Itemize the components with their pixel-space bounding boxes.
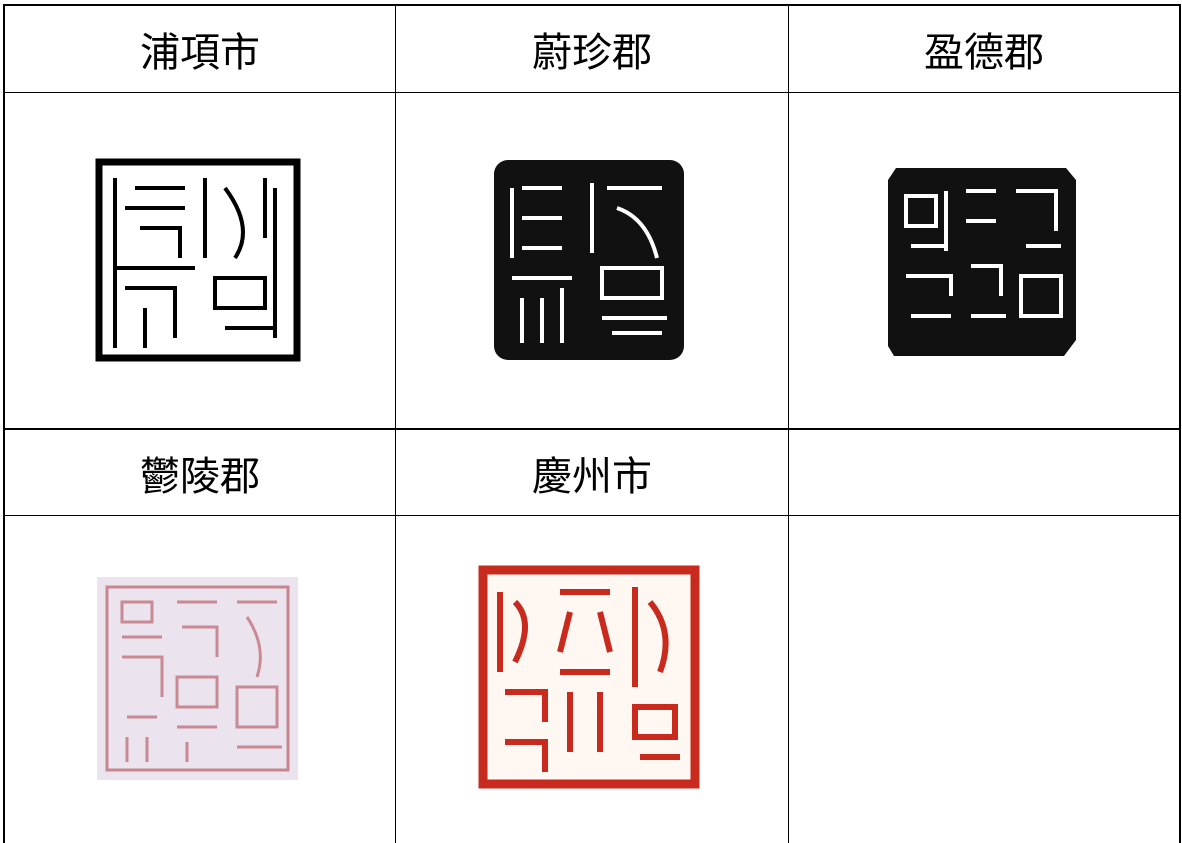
cell-header: 鬱陵郡 (140, 454, 260, 500)
seal-image (494, 160, 684, 360)
column-divider (788, 4, 789, 843)
column-divider (395, 4, 396, 843)
table-border (1179, 4, 1181, 843)
row-divider (3, 515, 1181, 516)
row-divider (3, 428, 1181, 430)
seal-image (95, 158, 301, 362)
seal-image (888, 168, 1076, 356)
row-divider (3, 92, 1181, 93)
table-border (3, 4, 5, 843)
cell-header: 盈德郡 (924, 30, 1044, 76)
cell-header: 慶州市 (532, 454, 652, 500)
table-border (3, 4, 1181, 6)
cell-header: 浦項市 (140, 30, 260, 76)
cell-header: 蔚珍郡 (532, 30, 652, 76)
seal-image (478, 565, 700, 789)
seal-image (97, 577, 298, 780)
